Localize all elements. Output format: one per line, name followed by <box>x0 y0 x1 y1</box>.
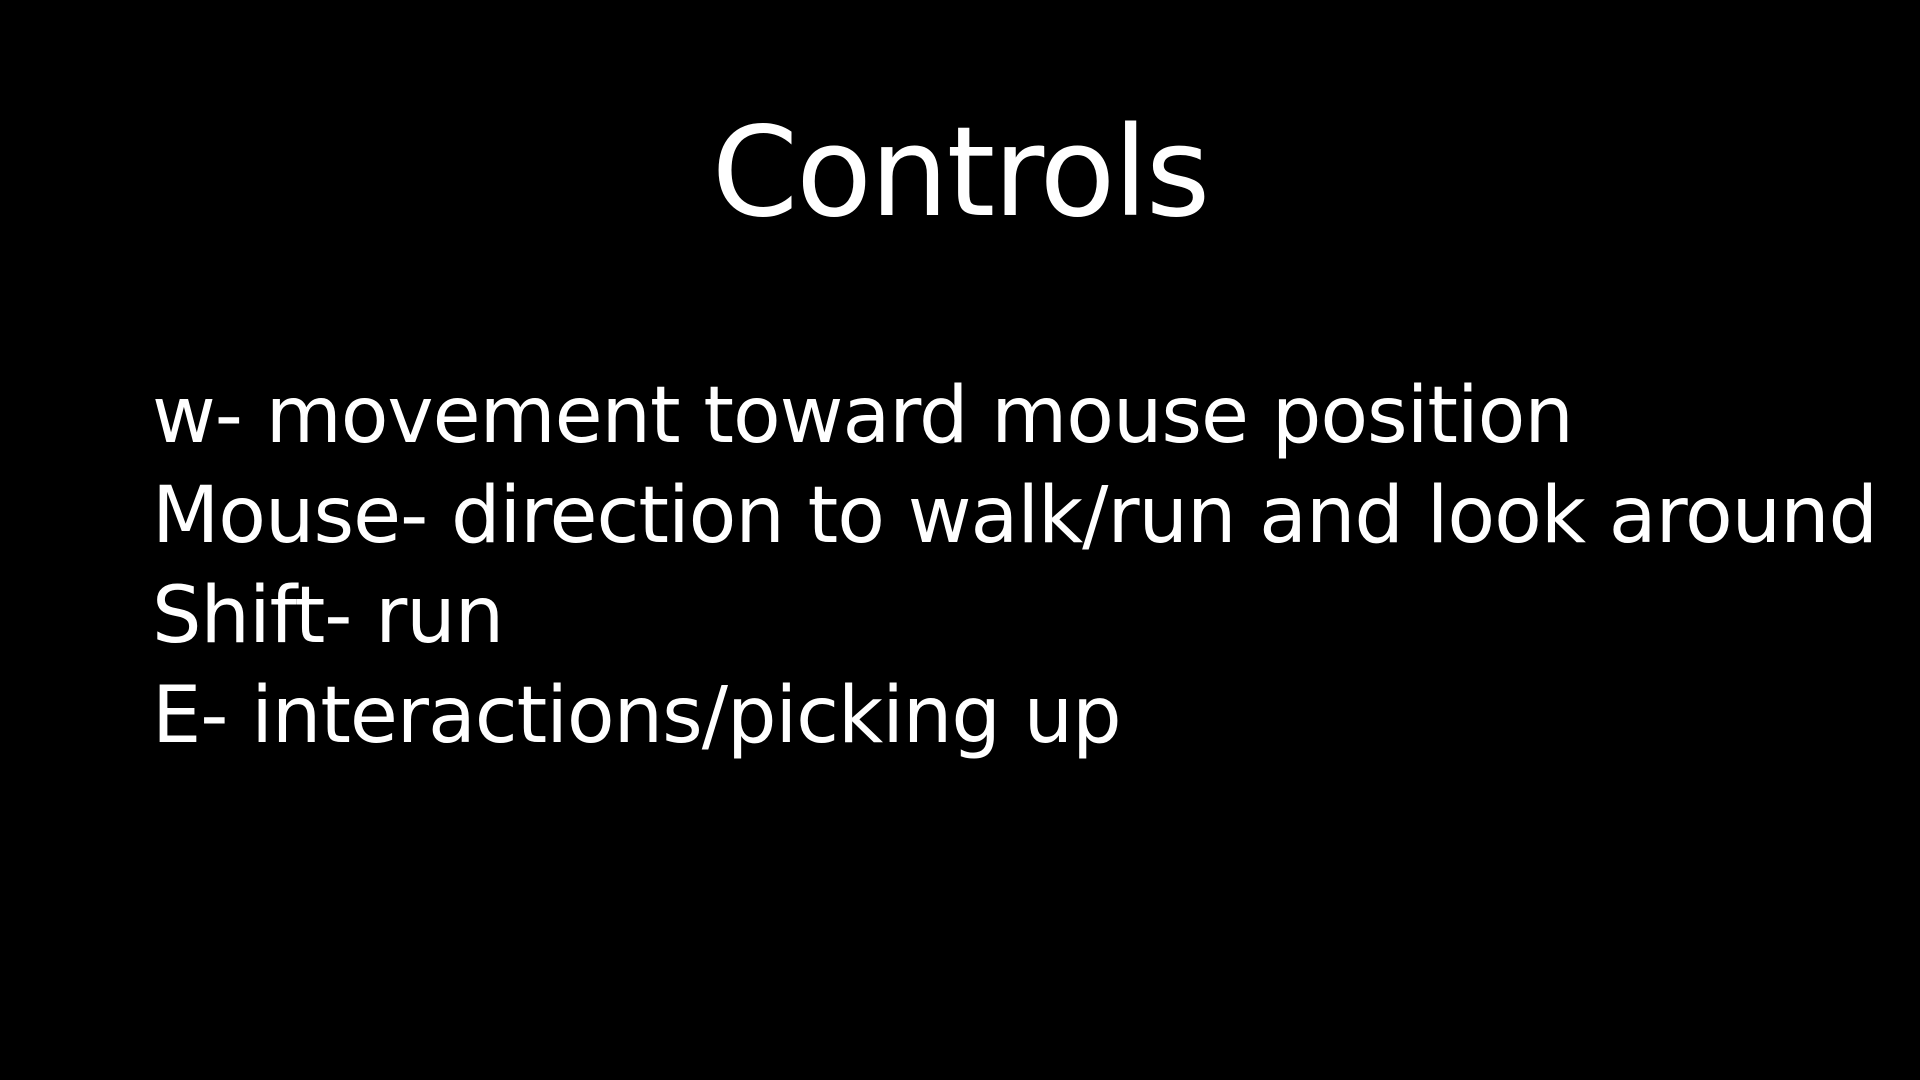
control-item-e: E- interactions/picking up <box>152 671 1122 761</box>
control-item-w: w- movement toward mouse position <box>152 371 1574 461</box>
page-title: Controls <box>711 101 1211 245</box>
controls-list: w- movement toward mouse position Mouse-… <box>152 366 1878 766</box>
control-item-mouse: Mouse- direction to walk/run and look ar… <box>152 471 1878 561</box>
control-item-shift: Shift- run <box>152 571 504 661</box>
